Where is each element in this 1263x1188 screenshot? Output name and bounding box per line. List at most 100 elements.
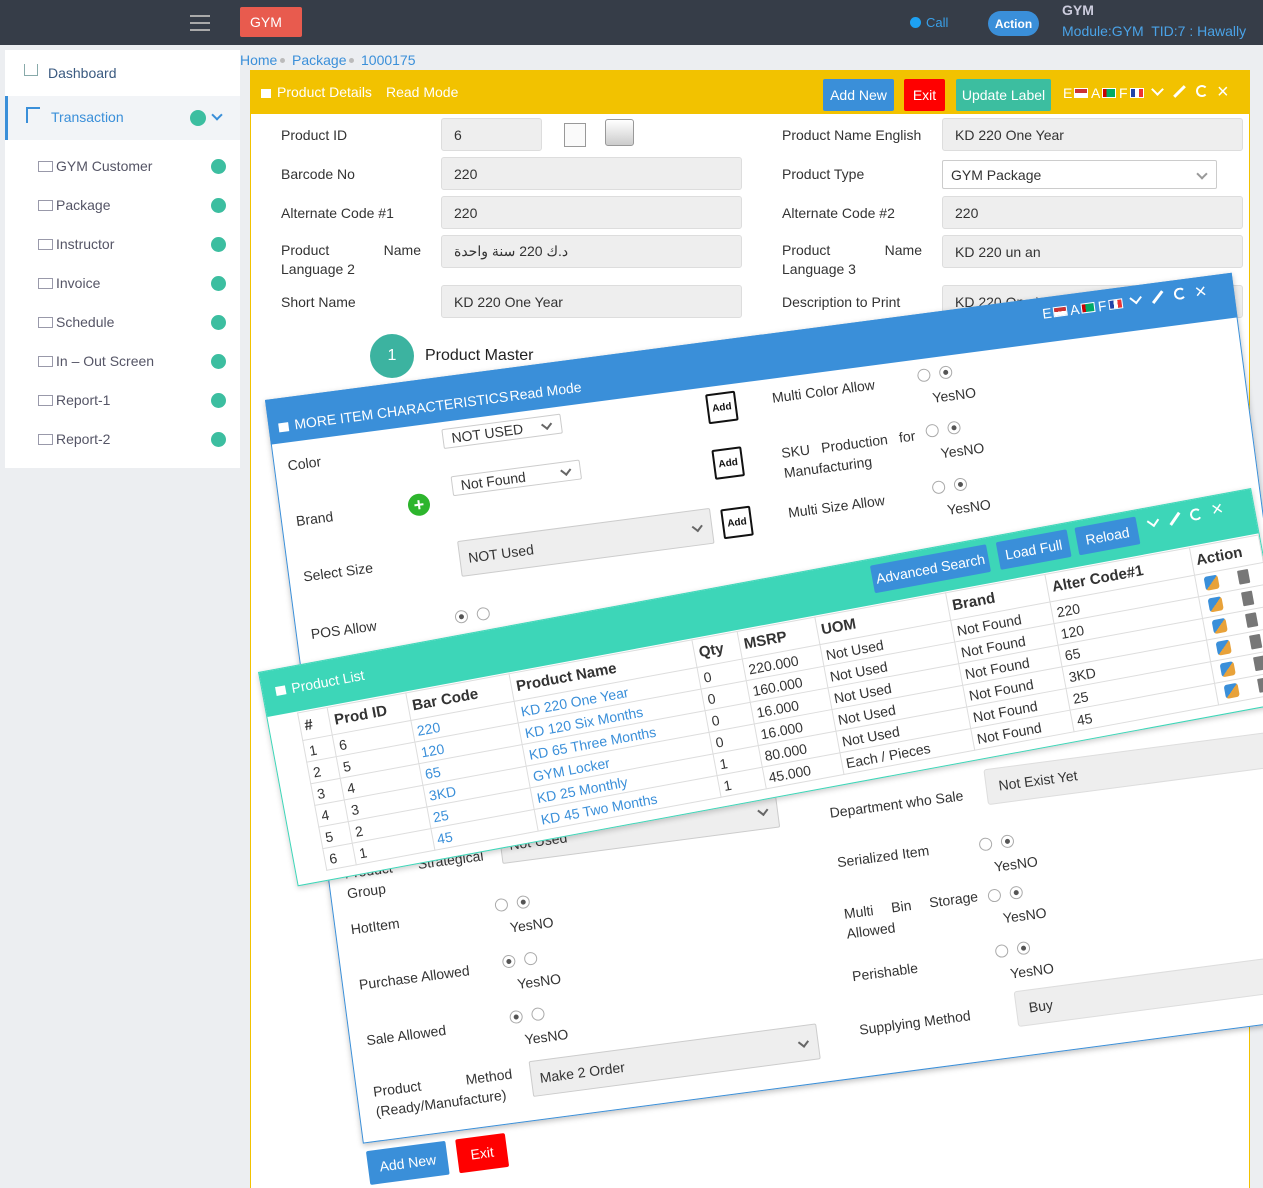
wrench-icon[interactable]	[1173, 85, 1186, 98]
menu-toggle[interactable]	[190, 15, 210, 17]
flag-icon[interactable]	[1074, 88, 1088, 98]
badge	[211, 237, 226, 252]
reload-icon[interactable]	[1173, 286, 1187, 301]
breadcrumb-item[interactable]: 1000175	[361, 52, 416, 68]
footer-button[interactable]: Exit	[455, 1132, 510, 1174]
edit-icon[interactable]	[1219, 661, 1236, 678]
language-letter[interactable]: E	[1063, 85, 1073, 101]
reload-icon[interactable]	[1188, 507, 1203, 522]
edit-icon[interactable]	[1215, 639, 1232, 656]
language-letter[interactable]: A	[1069, 300, 1081, 319]
flag-icon[interactable]	[1052, 305, 1068, 318]
delete-icon[interactable]	[1240, 590, 1255, 607]
collapse-icon[interactable]	[1129, 291, 1142, 305]
header-button[interactable]: Update Label	[956, 79, 1051, 111]
add-button[interactable]: Add	[720, 505, 754, 540]
module-button-label[interactable]: GYM	[250, 14, 282, 30]
delete-icon[interactable]	[1236, 568, 1251, 585]
input-field[interactable]: د.ك 220 سنة واحدة	[441, 235, 742, 268]
action-button[interactable]: Action	[988, 11, 1039, 36]
header-button[interactable]: Exit	[904, 79, 945, 111]
flag-icon[interactable]	[1130, 88, 1144, 98]
badge	[211, 159, 226, 174]
input-field[interactable]: KD 220 un an	[942, 235, 1243, 268]
header-button[interactable]: Reload	[1074, 516, 1141, 556]
print-button[interactable]	[605, 119, 634, 146]
field-label: Product ID	[281, 127, 348, 143]
field-label: Product Name Language 3	[782, 242, 922, 277]
nav-item[interactable]: In – Out Screen	[56, 353, 155, 369]
delete-icon[interactable]	[1248, 633, 1263, 650]
breadcrumb-item[interactable]: Home	[240, 52, 278, 68]
close-icon[interactable]: ×	[1193, 280, 1208, 304]
flag-icon[interactable]	[1108, 298, 1124, 311]
panel-mode: Read Mode	[386, 84, 459, 100]
envelope-icon	[38, 317, 53, 328]
nav-item[interactable]: Schedule	[56, 314, 115, 330]
nav-dashboard[interactable]: Dashboard	[48, 65, 117, 81]
gift-icon	[275, 685, 287, 696]
select-field[interactable]: GYM Package	[942, 160, 1217, 189]
menu-toggle[interactable]	[190, 29, 210, 31]
wrench-icon[interactable]	[1151, 290, 1164, 304]
reload-icon[interactable]	[1196, 85, 1208, 97]
edit-icon[interactable]	[1207, 596, 1224, 613]
badge	[211, 315, 226, 330]
module-info: Module:GYM TID:7 : Hawally	[1062, 23, 1247, 39]
header-button[interactable]: Load Full	[995, 529, 1072, 570]
badge	[211, 354, 226, 369]
envelope-icon	[38, 356, 53, 367]
header-button[interactable]: Add New	[823, 79, 894, 111]
chevron	[797, 1036, 810, 1048]
edit-icon[interactable]	[1223, 682, 1240, 700]
language-letter[interactable]: F	[1119, 85, 1128, 101]
input-field[interactable]: 220	[441, 157, 742, 190]
nav-item[interactable]: Invoice	[56, 275, 101, 291]
delete-icon[interactable]	[1244, 612, 1259, 628]
footer-button[interactable]: Add New	[365, 1140, 450, 1185]
nav-transaction[interactable]: Transaction	[51, 109, 124, 125]
breadcrumb-item[interactable]: Package	[292, 52, 347, 68]
nav-item[interactable]: Instructor	[56, 236, 115, 252]
language-letter[interactable]: A	[1091, 85, 1101, 101]
field-label: Short Name	[281, 294, 356, 310]
gift-icon	[278, 422, 290, 433]
input-field[interactable]: 220	[942, 196, 1243, 229]
input-field[interactable]: KD 220 One Year	[942, 118, 1243, 151]
nav-item[interactable]: Report-2	[56, 431, 111, 447]
envelope-icon	[38, 239, 53, 250]
edit-icon[interactable]	[1211, 617, 1228, 635]
collapse-icon[interactable]	[1146, 514, 1160, 528]
field-label: Product Name English	[782, 127, 922, 143]
add-button[interactable]: Add	[705, 390, 739, 425]
input-field[interactable]: 6	[441, 118, 542, 151]
close-icon[interactable]: ×	[1217, 81, 1229, 103]
input-field[interactable]: 220	[441, 196, 742, 229]
delete-icon[interactable]	[1252, 655, 1263, 672]
input-field[interactable]: KD 220 One Year	[441, 285, 742, 318]
add-button[interactable]: Add	[711, 446, 746, 480]
edit-icon[interactable]	[1203, 574, 1220, 591]
language-letter[interactable]: E	[1041, 304, 1053, 322]
close-icon[interactable]: ×	[1209, 497, 1226, 522]
delete-icon[interactable]	[1256, 677, 1263, 693]
envelope-icon	[38, 434, 53, 445]
language-letter[interactable]: F	[1096, 297, 1108, 315]
chevron	[211, 109, 223, 121]
user-name: GYM	[1062, 2, 1094, 18]
flag-icon[interactable]	[1102, 88, 1116, 98]
nav-item[interactable]: Package	[56, 197, 111, 213]
module-button[interactable]: GYM	[240, 7, 302, 37]
call-link[interactable]: Call	[926, 15, 949, 30]
document-icon[interactable]	[564, 123, 586, 147]
nav-item[interactable]: Report-1	[56, 392, 111, 408]
flag-icon[interactable]	[1080, 301, 1096, 314]
chevron	[691, 521, 703, 533]
nav-transaction-row[interactable]: Transaction	[5, 96, 240, 140]
wrench-icon[interactable]	[1169, 511, 1181, 526]
menu-toggle[interactable]	[190, 22, 210, 24]
nav-item[interactable]: GYM Customer	[56, 158, 153, 174]
table-cell: 6	[322, 843, 357, 871]
badge	[211, 393, 226, 408]
collapse-icon[interactable]	[1151, 83, 1164, 96]
